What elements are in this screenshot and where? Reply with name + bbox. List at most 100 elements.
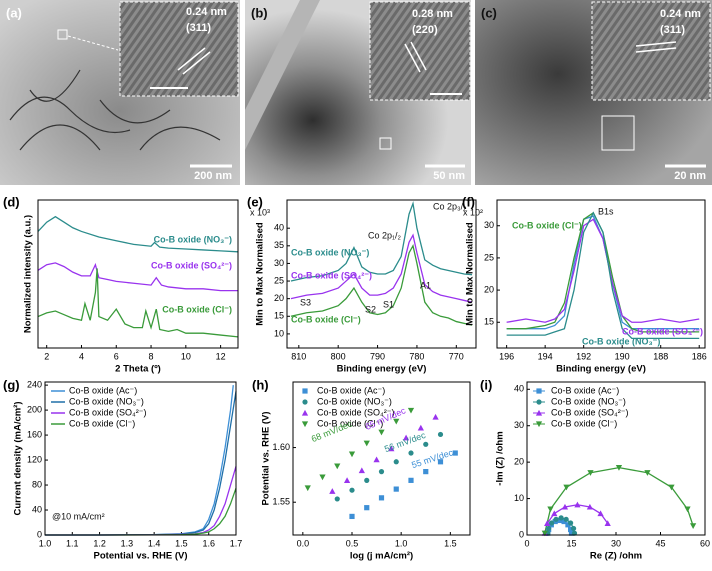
marker: [568, 520, 574, 526]
y-tick-label: 120: [27, 454, 42, 464]
marker: [571, 530, 578, 536]
series-line: [37, 268, 239, 338]
marker: [563, 484, 570, 491]
marker: [563, 516, 569, 522]
plot-area: [290, 200, 473, 326]
x-tick-label: 2: [44, 351, 49, 361]
panel-label: (e): [247, 194, 263, 209]
x-tick-label: 780: [409, 351, 424, 361]
series-label: Co-B oxide (Cl⁻): [512, 220, 582, 230]
x-tick-label: 6: [114, 351, 119, 361]
marker: [423, 441, 429, 447]
series-line: [506, 211, 700, 339]
inset: [119, 1, 239, 97]
tem-image-c: (c) 0.24 nm (311) 20 nm: [475, 0, 712, 185]
panel-label: (i): [480, 377, 492, 392]
plot-frame: [292, 381, 471, 536]
marker: [334, 463, 341, 470]
plot-frame: [37, 199, 239, 349]
y-tick-label: 15: [274, 311, 284, 321]
panel-label: (a): [6, 5, 22, 20]
marker: [417, 424, 424, 431]
y-tick-label: 1.55: [272, 497, 290, 507]
plot-frame: [496, 199, 706, 349]
x-tick-label: 1.0: [39, 538, 52, 548]
y-tick-label: 0: [37, 529, 42, 539]
x-tick-label: 188: [653, 351, 668, 361]
marker: [615, 465, 623, 471]
marker: [349, 513, 355, 520]
plot-frame: [44, 381, 237, 536]
marker: [319, 474, 326, 481]
fringe-line: [182, 51, 211, 75]
y-tick-label: 10: [274, 328, 284, 338]
legend-label: Co-B oxide (Cl⁻): [317, 418, 383, 428]
x-tick-label: 30: [611, 538, 621, 548]
x-tick-label: 186: [692, 351, 707, 361]
marker: [452, 450, 458, 456]
marker: [402, 434, 410, 441]
series-line: [506, 215, 700, 330]
annotation: Co 2p₁/₂: [368, 230, 402, 240]
x-tick-label: 12: [216, 351, 226, 361]
lattice-plane: (311): [186, 22, 211, 34]
x-axis-title: log (j mA/cm²): [350, 551, 413, 562]
series-label: Co-B oxide (SO₄²⁻): [151, 260, 232, 270]
panel-label: (g): [3, 377, 20, 392]
legend-label: Co-B oxide (NO₃⁻): [317, 396, 392, 406]
marker: [388, 445, 395, 452]
y-tick-label: 35: [274, 240, 284, 250]
y-tick-label: 30: [274, 258, 284, 268]
x-tick-label: 1.3: [121, 538, 134, 548]
annotation: Co 2p₃/₂: [433, 201, 467, 211]
annotation: 56 mV/dec: [383, 430, 427, 454]
legend-marker: [301, 421, 309, 428]
nanosheets: [9, 69, 221, 151]
y-tick-label: 30: [484, 220, 494, 230]
y-axis-title: Current density (mA/cm²): [13, 401, 24, 515]
x-tick-label: 192: [576, 351, 591, 361]
series-line: [544, 504, 609, 534]
series-line: [506, 218, 700, 323]
panel-label: (h): [252, 377, 269, 392]
marker: [378, 469, 385, 475]
marker: [363, 440, 370, 447]
x-tick-label: 1.7: [230, 538, 243, 548]
marker: [343, 477, 351, 483]
annotation: B1s: [598, 206, 614, 216]
panel-label: (f): [462, 194, 475, 209]
marker: [561, 503, 569, 510]
marker: [304, 485, 311, 492]
x-tick-label: 790: [370, 351, 385, 361]
x-tick-label: 4: [79, 351, 84, 361]
marker: [597, 510, 604, 517]
marker: [408, 450, 414, 456]
legend-label: Co-B oxide (NO₃⁻): [551, 396, 626, 406]
x-tick-label: 0.0: [297, 538, 310, 548]
marker: [565, 522, 571, 528]
fringe-line: [410, 41, 427, 71]
series-line: [290, 233, 473, 303]
x-tick-label: 1.6: [202, 538, 215, 548]
series-label: Co-B oxide (NO₃⁻): [291, 247, 369, 257]
plot-area: [37, 215, 239, 338]
marker: [437, 459, 444, 465]
fringe-line: [404, 43, 421, 73]
marker: [684, 506, 691, 513]
y-tick-label: 200: [27, 404, 42, 414]
legend-marker: [301, 409, 309, 416]
annotation: @10 mA/cm²: [52, 511, 105, 521]
y-tick-label: 30: [514, 420, 524, 430]
legend-label: Co-B oxide (Cl⁻): [551, 418, 617, 428]
series-label: Co-B oxide (Cl⁻): [162, 304, 232, 314]
series-line: [37, 262, 238, 292]
legend-label: Co-B oxide (Ac⁻): [551, 385, 619, 395]
marker: [568, 530, 575, 536]
marker: [393, 418, 400, 425]
marker: [547, 506, 554, 513]
legend-label: Co-B oxide (NO₃⁻): [69, 396, 144, 406]
marker: [373, 456, 380, 463]
marker: [541, 530, 548, 537]
x-tick-label: 45: [655, 538, 665, 548]
